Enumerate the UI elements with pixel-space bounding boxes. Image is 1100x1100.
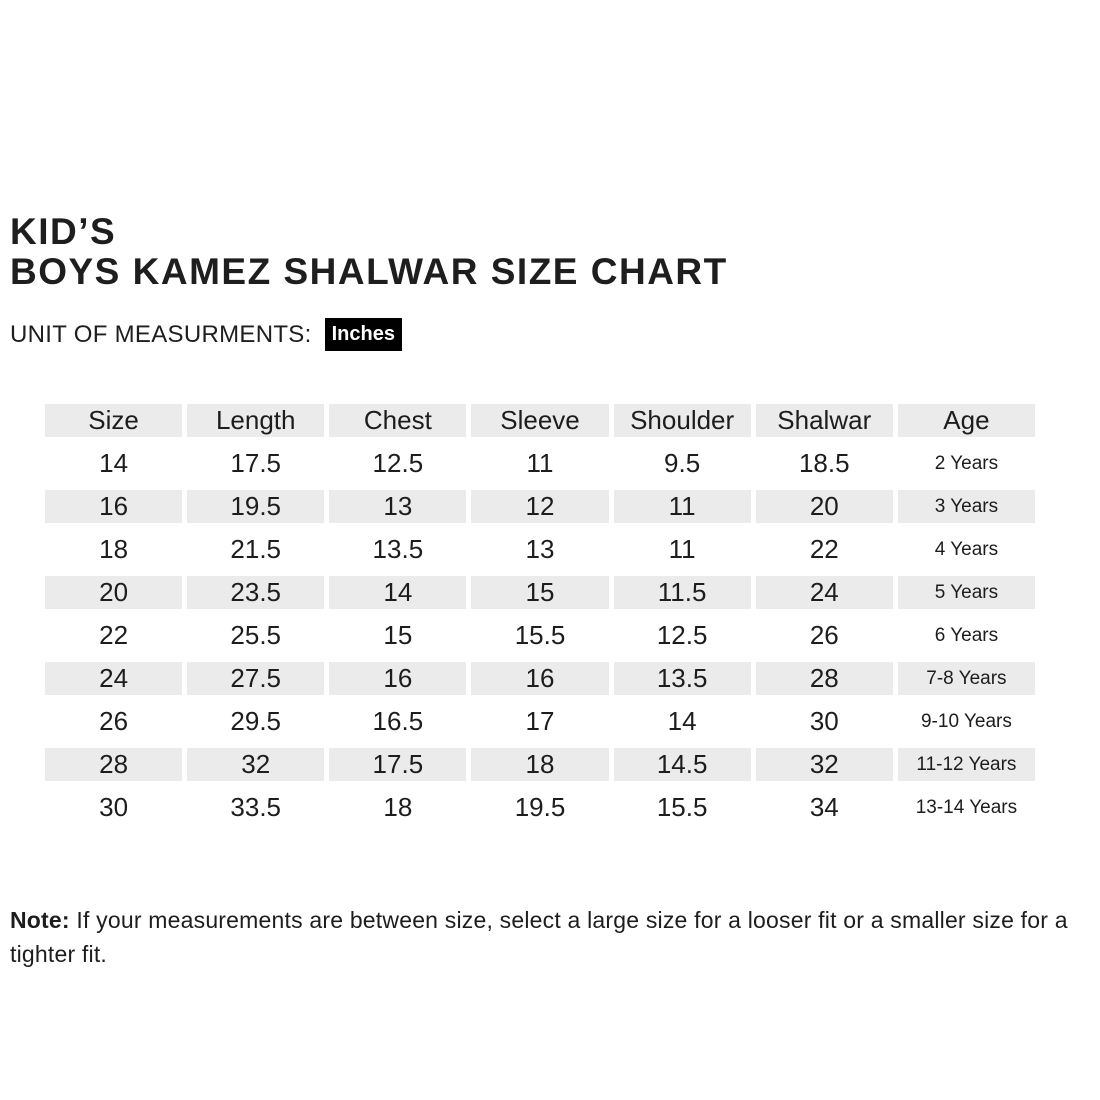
- value-cell: 11: [526, 448, 554, 478]
- column-header-sleeve: Sleeve: [471, 404, 609, 437]
- age-cell: 2 Years: [934, 452, 999, 474]
- page-title: KID’S BOYS KAMEZ SHALWAR SIZE CHART: [10, 212, 728, 292]
- table-row: 18 21.5 13.5 13 11 22 4 Years: [45, 533, 1035, 566]
- value-cell: 13.5: [372, 534, 424, 564]
- value-cell: 27.5: [187, 662, 325, 695]
- column-header-chest: Chest: [329, 404, 467, 437]
- value-cell: 18: [99, 534, 129, 564]
- note-body: If your measurements are between size, s…: [10, 907, 1068, 967]
- age-cell: 6 Years: [934, 624, 999, 646]
- title-line-1: KID’S: [10, 211, 117, 252]
- value-cell: 14: [667, 706, 697, 736]
- value-cell: 20: [45, 576, 183, 609]
- value-cell: 14: [99, 448, 129, 478]
- title-line-2: BOYS KAMEZ SHALWAR SIZE CHART: [10, 251, 728, 292]
- value-cell: 18.5: [798, 448, 850, 478]
- value-cell: 13: [329, 490, 467, 523]
- value-cell: 22: [809, 534, 839, 564]
- column-header-shalwar: Shalwar: [755, 404, 893, 437]
- value-cell: 17: [525, 706, 555, 736]
- value-cell: 12.5: [372, 448, 424, 478]
- column-header-shoulder: Shoulder: [613, 404, 751, 437]
- age-cell: 11-12 Years: [897, 748, 1035, 781]
- value-cell: 14: [329, 576, 467, 609]
- unit-of-measurement-row: UNIT OF MEASURMENTS: Inches: [10, 318, 402, 351]
- table-row: 28 32 17.5 18 14.5 32 11-12 Years: [45, 748, 1035, 781]
- value-cell: 26: [99, 706, 129, 736]
- value-cell: 12: [471, 490, 609, 523]
- age-cell: 5 Years: [897, 576, 1035, 609]
- table-body: 14 17.5 12.5 11 9.5 18.5 2 Years 16 19.5 13 12 11 20…: [45, 447, 1035, 824]
- note-text: Note: If your measurements are between s…: [10, 903, 1088, 971]
- table-row: 16 19.5 13 12 11 20 3 Years: [45, 490, 1035, 523]
- value-cell: 11: [668, 534, 696, 564]
- column-header-length: Length: [187, 404, 325, 437]
- table-row: 24 27.5 16 16 13.5 28 7-8 Years: [45, 662, 1035, 695]
- age-cell: 9-10 Years: [920, 710, 1012, 732]
- value-cell: 16: [471, 662, 609, 695]
- value-cell: 29.5: [230, 706, 282, 736]
- table-row: 20 23.5 14 15 11.5 24 5 Years: [45, 576, 1035, 609]
- value-cell: 30: [99, 792, 129, 822]
- age-cell: 3 Years: [897, 490, 1035, 523]
- value-cell: 17.5: [329, 748, 467, 781]
- value-cell: 21.5: [230, 534, 282, 564]
- table-row: 14 17.5 12.5 11 9.5 18.5 2 Years: [45, 447, 1035, 480]
- table-row: 30 33.5 18 19.5 15.5 34 13-14 Years: [45, 791, 1035, 824]
- value-cell: 15: [383, 620, 413, 650]
- value-cell: 13: [525, 534, 555, 564]
- value-cell: 15.5: [656, 792, 708, 822]
- value-cell: 17.5: [230, 448, 282, 478]
- value-cell: 14.5: [613, 748, 751, 781]
- value-cell: 30: [809, 706, 839, 736]
- value-cell: 16: [45, 490, 183, 523]
- value-cell: 11: [613, 490, 751, 523]
- value-cell: 11.5: [613, 576, 751, 609]
- value-cell: 12.5: [656, 620, 708, 650]
- value-cell: 15: [471, 576, 609, 609]
- size-chart-table: Size Length Chest Sleeve Shoulder Shalwa…: [45, 404, 1035, 824]
- value-cell: 19.5: [187, 490, 325, 523]
- value-cell: 15.5: [514, 620, 566, 650]
- value-cell: 18: [383, 792, 413, 822]
- value-cell: 24: [755, 576, 893, 609]
- age-cell: 4 Years: [934, 538, 999, 560]
- value-cell: 32: [755, 748, 893, 781]
- table-header-row: Size Length Chest Sleeve Shoulder Shalwa…: [45, 404, 1035, 437]
- value-cell: 32: [187, 748, 325, 781]
- unit-value-badge: Inches: [324, 318, 402, 351]
- table-row: 22 25.5 15 15.5 12.5 26 6 Years: [45, 619, 1035, 652]
- unit-label: UNIT OF MEASURMENTS:: [10, 320, 312, 348]
- value-cell: 25.5: [230, 620, 282, 650]
- value-cell: 23.5: [187, 576, 325, 609]
- value-cell: 16.5: [372, 706, 424, 736]
- value-cell: 22: [99, 620, 129, 650]
- value-cell: 16: [329, 662, 467, 695]
- value-cell: 33.5: [230, 792, 282, 822]
- value-cell: 24: [45, 662, 183, 695]
- value-cell: 19.5: [514, 792, 566, 822]
- table-row: 26 29.5 16.5 17 14 30 9-10 Years: [45, 705, 1035, 738]
- value-cell: 13.5: [613, 662, 751, 695]
- value-cell: 20: [755, 490, 893, 523]
- column-header-age: Age: [897, 404, 1035, 437]
- value-cell: 28: [45, 748, 183, 781]
- age-cell: 7-8 Years: [897, 662, 1035, 695]
- value-cell: 34: [809, 792, 839, 822]
- age-cell: 13-14 Years: [915, 796, 1018, 818]
- value-cell: 9.5: [664, 448, 701, 478]
- value-cell: 18: [471, 748, 609, 781]
- column-header-size: Size: [45, 404, 183, 437]
- value-cell: 28: [755, 662, 893, 695]
- note-label: Note:: [10, 907, 70, 933]
- value-cell: 26: [809, 620, 839, 650]
